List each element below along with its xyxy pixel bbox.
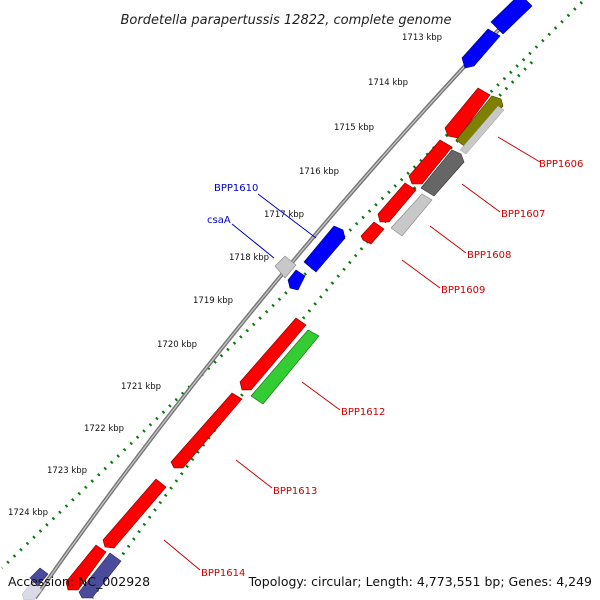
map-title: Bordetella parapertussis 12822, complete… — [121, 13, 452, 28]
gene-label-bpp1606[interactable]: BPP1606 — [539, 159, 583, 170]
gene-csaA[interactable] — [287, 269, 306, 291]
gene-gray-light[interactable] — [274, 255, 297, 279]
leader-bpp1606 — [497, 136, 541, 163]
gene-bpp1613-red[interactable] — [170, 392, 243, 469]
gene-bpp1606-red[interactable] — [444, 87, 491, 139]
leader-bpp1614 — [163, 539, 201, 571]
outer-strand-genes — [21, 0, 533, 600]
leader-csaA — [231, 223, 275, 259]
gene-bpp1608-red[interactable] — [377, 182, 417, 223]
gene-lower-red[interactable] — [65, 544, 107, 591]
leader-bpp1607 — [461, 183, 501, 213]
gene-bpp1607-gray[interactable] — [420, 149, 465, 197]
leader-lines — [163, 136, 541, 571]
scale-label: 1714 kbp — [368, 78, 408, 88]
leader-bpp1609 — [401, 259, 441, 289]
gene-label-bpp1610[interactable]: BPP1610 — [214, 183, 258, 194]
gene-bpp1606-light[interactable] — [459, 105, 505, 155]
scale-label: 1715 kbp — [334, 123, 374, 133]
gene-bpp1612-green[interactable] — [250, 329, 320, 405]
gene-labels: BPP1606 BPP1607 BPP1608 BPP1609 BPP1610 … — [201, 159, 583, 579]
scale-label: 1721 kbp — [121, 382, 161, 392]
gene-label-csaA[interactable]: csaA — [207, 215, 231, 226]
gene-bpp1607-red[interactable] — [408, 139, 453, 185]
gene-arrow-blue[interactable] — [490, 0, 533, 35]
gene-bpp1610[interactable] — [303, 225, 346, 273]
scale-label: 1716 kbp — [299, 167, 339, 177]
gene-bpp1609-red[interactable] — [360, 221, 385, 245]
scale-label: 1722 kbp — [84, 424, 124, 434]
leader-bpp1610 — [257, 193, 317, 239]
scale-label: 1723 kbp — [47, 466, 87, 476]
inner-strand-genes — [65, 87, 505, 599]
scale-label: 1717 kbp — [264, 210, 304, 220]
genome-backbone-highlight — [34, 1, 526, 599]
gene-label-bpp1613[interactable]: BPP1613 — [273, 486, 317, 497]
gene-arrow-blue[interactable] — [461, 28, 501, 69]
scale-label: 1718 kbp — [229, 253, 269, 263]
gene-lower-slate[interactable] — [78, 552, 122, 599]
gene-label-bpp1607[interactable]: BPP1607 — [501, 209, 545, 220]
gene-label-bpp1608[interactable]: BPP1608 — [467, 250, 511, 261]
leader-bpp1608 — [429, 225, 467, 254]
gene-light-lower[interactable] — [21, 581, 43, 600]
gene-label-bpp1612[interactable]: BPP1612 — [341, 407, 385, 418]
scale-label: 1724 kbp — [8, 508, 48, 518]
gene-label-bpp1609[interactable]: BPP1609 — [441, 285, 485, 296]
scale-labels: 1713 kbp 1714 kbp 1715 kbp 1716 kbp 1717… — [8, 33, 442, 518]
gene-label-bpp1614[interactable]: BPP1614 — [201, 568, 245, 579]
leader-bpp1612 — [301, 381, 341, 411]
gene-bpp1612-red[interactable] — [239, 317, 307, 391]
scale-label: 1719 kbp — [193, 296, 233, 306]
accession-text: Accession: NC_002928 — [8, 574, 150, 589]
gene-slate[interactable] — [29, 567, 49, 587]
genome-summary-text: Topology: circular; Length: 4,773,551 bp… — [248, 574, 592, 589]
scale-label: 1720 kbp — [157, 340, 197, 350]
leader-bpp1613 — [235, 459, 273, 489]
scale-label: 1713 kbp — [402, 33, 442, 43]
gene-bpp1608-light[interactable] — [390, 193, 433, 237]
gene-bpp1614-red[interactable] — [102, 478, 167, 549]
